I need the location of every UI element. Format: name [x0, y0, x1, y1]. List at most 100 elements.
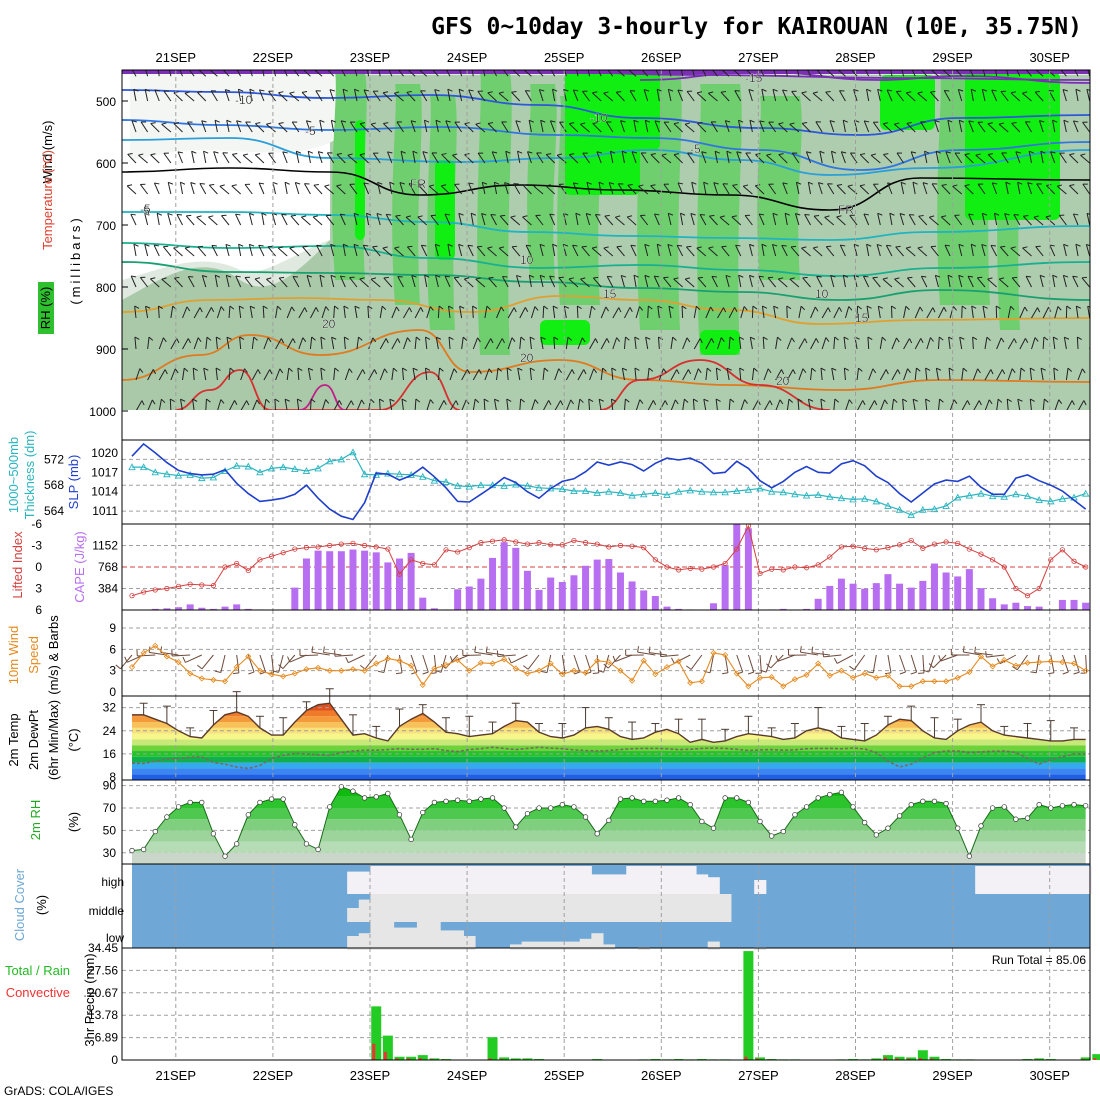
wind-barb-flag: [716, 367, 721, 371]
cloud-cell: [370, 894, 383, 922]
thickness-point: [977, 489, 985, 497]
wind-barb-shaft: [493, 182, 498, 195]
wind-barb-shaft: [235, 213, 242, 226]
cloud-cell: [382, 894, 395, 922]
wind-barb-flag: [897, 369, 901, 375]
wind-barb-flag: [468, 89, 474, 92]
wind-barb-flag: [523, 183, 529, 186]
lifted-index-point: [617, 542, 624, 549]
wind-speed-point: [535, 667, 543, 674]
wind-barb-shaft: [281, 214, 288, 226]
wind-barb-flag: [220, 306, 225, 311]
wind-barb-flag: [190, 182, 196, 185]
wind-barb-shaft: [418, 70, 428, 77]
surface-barb-shaft: [278, 654, 284, 673]
wind-barb-flag: [254, 277, 261, 280]
wind-barb-shaft: [938, 399, 941, 410]
wind-barb-flag: [545, 184, 551, 187]
thickness-point: [1081, 489, 1090, 497]
wind-barb-shaft: [190, 182, 195, 195]
wind-barb-shaft: [701, 151, 707, 164]
wind-barb-flag: [863, 66, 868, 67]
wind-barb-flag: [785, 64, 790, 66]
wind-barb-flag: [988, 399, 993, 405]
temperature-bands: [132, 703, 1086, 780]
cloud-cell: [544, 894, 557, 922]
wind-barb-shaft: [213, 151, 218, 164]
cloud-cell: [1033, 866, 1046, 894]
cape-bar: [977, 588, 985, 610]
wind-barb-flag: [748, 89, 754, 92]
wind-speed-point: [210, 676, 217, 683]
surface-barb-flag: [648, 646, 651, 653]
wind-barb-shaft: [667, 89, 672, 102]
wind-barb-flag: [515, 120, 521, 123]
wind-barb-shaft: [1035, 246, 1044, 257]
wind-barb-shaft: [228, 368, 231, 381]
upper-air-gridlines: [175, 70, 1051, 440]
wind-barb-shaft: [882, 278, 893, 288]
wind-barb-flag: [795, 213, 801, 216]
wind-barb-flag: [488, 276, 494, 279]
surface-barb-flag: [377, 670, 385, 674]
wind-barb-flag: [998, 122, 1005, 125]
wind-barb-shaft: [816, 276, 823, 288]
wind-barb-shaft: [577, 337, 583, 350]
wind-barb-flag: [604, 214, 610, 217]
wind-barb-flag: [796, 65, 801, 67]
wind-barb-shaft: [341, 70, 346, 77]
wind-barb-shaft: [150, 278, 160, 288]
wind-barb-flag: [634, 336, 640, 340]
wind-barb-shaft: [1007, 306, 1012, 319]
wind-barb-shaft: [356, 337, 360, 350]
wind-barb-flag: [738, 119, 744, 123]
wind-barb-flag: [743, 184, 749, 187]
wind-barb-flag: [492, 151, 498, 154]
wind-barb-flag: [238, 243, 244, 247]
wind-barb-shaft: [228, 400, 235, 410]
wind-barb-shaft: [191, 151, 195, 164]
wind-barb-flag: [278, 91, 284, 94]
lifted-index-point: [1071, 558, 1077, 564]
rh-shading: [122, 70, 1090, 410]
wind-barb-shaft: [347, 154, 358, 164]
wind-barb-shaft: [631, 151, 637, 164]
wind-barb-flag: [1037, 307, 1041, 313]
wind-barb-shaft: [896, 152, 904, 164]
thickness-point: [674, 487, 683, 495]
wind-barb-flag: [387, 65, 392, 66]
wind-barb-shaft: [133, 244, 137, 257]
wind-barb-shaft: [484, 368, 490, 381]
wind-barb-shaft: [372, 246, 381, 257]
wind-barb-flag: [586, 181, 592, 185]
cape-bar: [582, 565, 590, 610]
thickness-point: [442, 478, 450, 485]
wind-barb-flag: [729, 398, 735, 403]
wind-speed-point: [954, 674, 961, 681]
wind-barb-shaft: [353, 213, 358, 226]
wind-barb-flag: [302, 91, 308, 93]
wind-speed-point: [640, 657, 647, 664]
wind-barb-shaft: [199, 183, 207, 195]
wind-barb-shaft: [327, 70, 335, 77]
wind-barb-shaft: [1038, 120, 1044, 133]
rh-moist-column: [477, 72, 512, 355]
wind-barb-flag: [279, 276, 285, 279]
cloud-cell: [509, 894, 523, 922]
cape-bar: [302, 558, 310, 610]
wind-barb-shaft: [425, 368, 428, 381]
wind-speed-point: [384, 655, 391, 662]
wind-barb-shaft: [437, 368, 441, 381]
wind-barb-shaft: [903, 338, 910, 350]
contour-label: 20: [520, 351, 534, 365]
cloud-level-middle: middle: [89, 904, 125, 918]
cloud-cell: [754, 947, 767, 950]
cloud-cell: [358, 871, 371, 894]
wind-barb-shaft: [686, 246, 695, 257]
wind-barb-flag: [134, 336, 140, 340]
wind-barb-flag: [311, 336, 316, 341]
surface-barb-flag: [747, 671, 754, 675]
wind-barb-shaft: [144, 213, 149, 226]
wind-barb-shaft: [877, 306, 881, 319]
wind-barb-shaft: [238, 306, 242, 319]
